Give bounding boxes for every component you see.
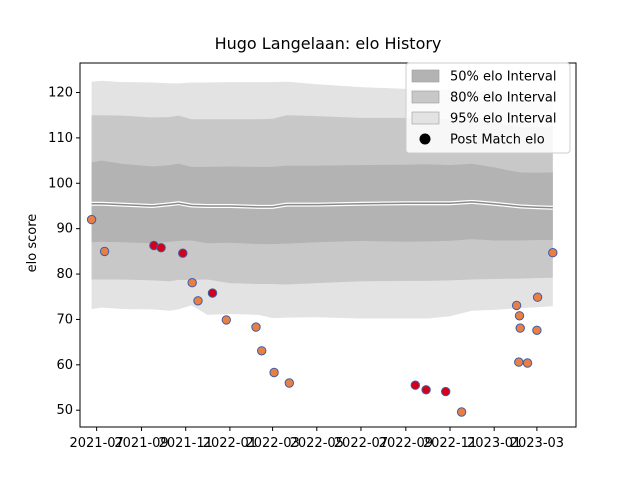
legend-box	[405, 62, 571, 154]
chart-title: Hugo Langelaan: elo History	[215, 34, 442, 53]
post-match-elo-point	[99, 246, 110, 257]
y-tick-label: 90	[56, 222, 73, 237]
post-match-elo-point	[251, 322, 261, 332]
y-tick-label: 120	[48, 86, 73, 101]
plot-frame	[79, 62, 577, 428]
post-match-elo-point	[187, 278, 197, 288]
y-tick-label: 80	[56, 267, 73, 282]
y-axis-label: elo score	[25, 214, 40, 273]
legend-label: 50% elo Interval	[450, 70, 557, 85]
elo-median-line	[91, 201, 553, 209]
post-match-elo-point	[207, 288, 218, 298]
legend-marker	[419, 133, 431, 145]
x-tick-label: 2022-01	[203, 436, 257, 451]
legend-label: Post Match elo	[450, 133, 545, 148]
legend-swatch	[411, 111, 440, 125]
x-tick-label: 2022-11	[423, 436, 477, 451]
post-match-elo-point	[532, 292, 543, 302]
post-match-elo-point	[515, 323, 525, 333]
y-tick-label: 50	[56, 403, 73, 418]
post-match-elo-point	[548, 248, 558, 258]
x-tick-label: 2022-05	[290, 436, 344, 451]
y-tick-label: 100	[48, 176, 73, 191]
legend: 50% elo Interval 80% elo Interval 95% elo …	[405, 62, 571, 154]
x-tick-label: 2022-07	[334, 436, 388, 451]
post-match-elo-point	[522, 358, 533, 368]
legend-swatch	[411, 90, 440, 104]
legend-label: 80% elo Interval	[450, 91, 557, 106]
post-match-elo-point	[514, 311, 525, 321]
legend-label: 95% elo Interval	[450, 112, 557, 127]
x-tick-label: 2023-03	[510, 436, 564, 451]
band-50-interval	[91, 160, 553, 245]
post-match-elo-point	[514, 357, 524, 367]
x-tick-label: 2021-11	[159, 436, 213, 451]
post-match-elo-point	[221, 315, 232, 325]
post-match-elo-point	[456, 407, 467, 417]
y-tick-label: 110	[48, 131, 73, 146]
post-match-elo-point	[532, 325, 542, 335]
x-tick-label: 2022-03	[245, 436, 299, 451]
post-match-elo-point	[257, 346, 267, 356]
post-match-elo-point	[156, 243, 166, 253]
post-match-elo-point	[284, 378, 294, 388]
x-tick-label: 2023-01	[467, 436, 521, 451]
y-tick-label: 60	[56, 358, 73, 373]
post-match-elo-point	[511, 300, 522, 311]
x-tick-label: 2022-09	[379, 436, 433, 451]
post-match-elo-point	[193, 296, 203, 306]
post-match-elo-point	[86, 214, 97, 225]
post-match-elo-point	[269, 367, 279, 378]
legend-swatch	[411, 69, 440, 83]
x-tick-label: 2021-07	[69, 436, 123, 451]
y-tick-label: 70	[56, 312, 73, 327]
post-match-elo-point	[410, 380, 420, 390]
post-match-elo-point	[441, 386, 451, 397]
post-match-elo-point	[421, 385, 431, 395]
post-match-elo-point	[178, 248, 188, 258]
x-tick-label: 2021-09	[114, 436, 168, 451]
